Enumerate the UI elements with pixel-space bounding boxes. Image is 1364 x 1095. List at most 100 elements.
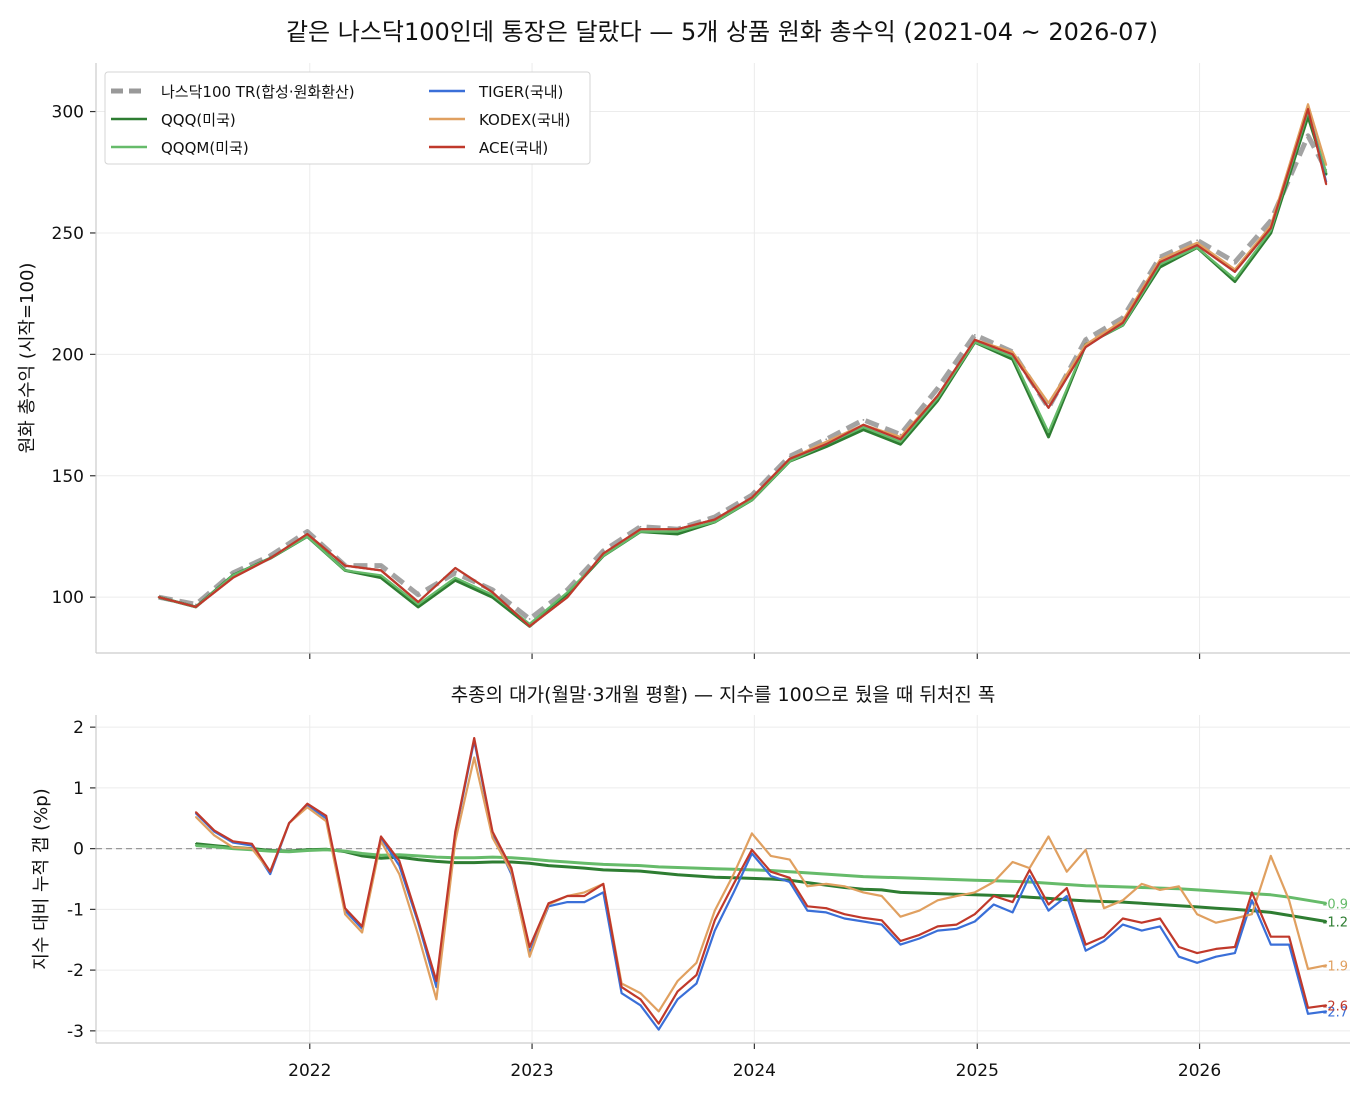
data-point-kodex (528, 955, 531, 958)
data-point-tiger (955, 927, 958, 930)
data-point-qqq (1325, 920, 1328, 923)
data-point-qqq (398, 856, 401, 859)
data-point-qqq (380, 857, 382, 860)
data-point-100-tr (788, 455, 791, 458)
data-point-qqqm (1065, 883, 1068, 886)
data-point-qqq (1177, 904, 1180, 907)
data-point-qqqm (344, 569, 346, 572)
series-line-qqq-1 (158, 114, 1328, 628)
data-point-ace (825, 443, 828, 446)
data-point-qqqm (1233, 278, 1236, 280)
data-point-qqq (899, 891, 902, 894)
data-point-qqqm (806, 872, 809, 874)
series-line-100-tr-0 (158, 133, 1329, 622)
data-point-qqq (566, 865, 569, 868)
data-point-qqqm (491, 856, 494, 859)
data-point-100-tr (713, 516, 716, 518)
data-point-ace (306, 533, 309, 535)
data-point-qqq (936, 892, 939, 895)
data-point-ace (1047, 903, 1050, 906)
x-tick-label: 2025 (956, 1061, 999, 1081)
data-point-qqq (1233, 908, 1236, 911)
data-point-kodex (1047, 402, 1050, 404)
data-point-ace (657, 1022, 660, 1025)
data-point-qqq (1159, 903, 1161, 906)
data-point-qqqm (751, 868, 753, 871)
data-point-ace (1028, 868, 1031, 871)
data-point-kodex (769, 855, 772, 857)
data-point-ace (344, 907, 346, 910)
data-point-kodex (361, 931, 364, 934)
data-point-100-tr (639, 525, 642, 528)
data-point-tiger (751, 852, 753, 855)
data-point-qqq (751, 877, 753, 880)
data-point-ace (973, 338, 976, 341)
data-point-kodex (880, 895, 883, 897)
data-point-qqqm (620, 864, 623, 866)
data-point-ace (344, 564, 346, 567)
data-point-ace (751, 848, 753, 851)
series-line-tiger-2 (195, 739, 1327, 1031)
data-point-kodex (732, 873, 735, 876)
data-point-tiger (269, 873, 272, 876)
data-point-ace (602, 552, 605, 555)
data-point-qqqm (380, 574, 382, 577)
series-line-ace-5 (158, 108, 1328, 628)
data-point-qqq (417, 858, 420, 861)
y-tick-label: 250 (52, 224, 84, 244)
data-point-qqqm (1121, 885, 1124, 888)
data-point-tiger (899, 943, 902, 946)
data-point-ace (380, 835, 382, 838)
data-point-qqqm (973, 879, 976, 882)
data-point-qqq (1288, 914, 1290, 917)
data-point-tiger (1011, 911, 1014, 914)
data-point-ace (918, 933, 921, 936)
data-point-qqqm (1215, 890, 1217, 893)
data-point-ace (435, 980, 438, 982)
data-point-ace (157, 596, 160, 599)
data-point-ace (1121, 917, 1124, 920)
data-point-qqq (1140, 902, 1143, 905)
data-point-tiger (973, 920, 976, 923)
data-point-kodex (899, 915, 902, 918)
data-point-kodex (1159, 889, 1161, 891)
series-line-tiger-3 (158, 108, 1328, 628)
data-point-qqq (473, 861, 476, 864)
data-point-ace (695, 974, 698, 976)
data-point-100-tr (1159, 256, 1161, 259)
data-point-kodex (1215, 921, 1217, 924)
data-point-100-tr (825, 438, 828, 441)
data-point-qqq (1233, 280, 1236, 283)
data-point-tiger (788, 881, 791, 883)
data-point-kodex (306, 806, 309, 809)
data-point-tiger (583, 901, 586, 903)
data-point-qqq (639, 870, 642, 873)
data-point-qqqm (1325, 171, 1328, 174)
data-point-ace (454, 830, 457, 833)
data-point-qqq (695, 875, 698, 877)
data-point-qqqm (676, 530, 679, 533)
data-point-ace (417, 919, 420, 922)
data-point-qqq (862, 888, 865, 891)
legend-label: KODEX(국내) (479, 111, 570, 129)
data-point-ace (528, 625, 531, 628)
data-point-kodex (1307, 103, 1309, 106)
data-point-qqqm (306, 849, 309, 852)
data-point-kodex (862, 891, 865, 894)
series-end-label: -1.9 (1323, 959, 1348, 974)
chart-title: 같은 나스닥100인데 통장은 달랐다 — 5개 상품 원화 총수익 (2021… (286, 18, 1158, 46)
data-point-ace (1047, 406, 1050, 409)
data-point-ace (1159, 917, 1161, 920)
data-point-qqqm (528, 622, 531, 625)
data-point-qqq (620, 869, 623, 872)
data-point-qqq (1307, 917, 1309, 920)
data-point-100-tr (1307, 134, 1309, 137)
data-point-ace (491, 830, 494, 833)
data-point-kodex (639, 992, 642, 995)
data-point-qqqm (1196, 889, 1199, 891)
data-point-qqq (1103, 900, 1105, 903)
data-point-qqq (454, 861, 457, 864)
series-end-label: -1.2 (1323, 916, 1348, 931)
data-point-qqqm (788, 870, 791, 873)
data-point-tiger (1251, 899, 1253, 902)
